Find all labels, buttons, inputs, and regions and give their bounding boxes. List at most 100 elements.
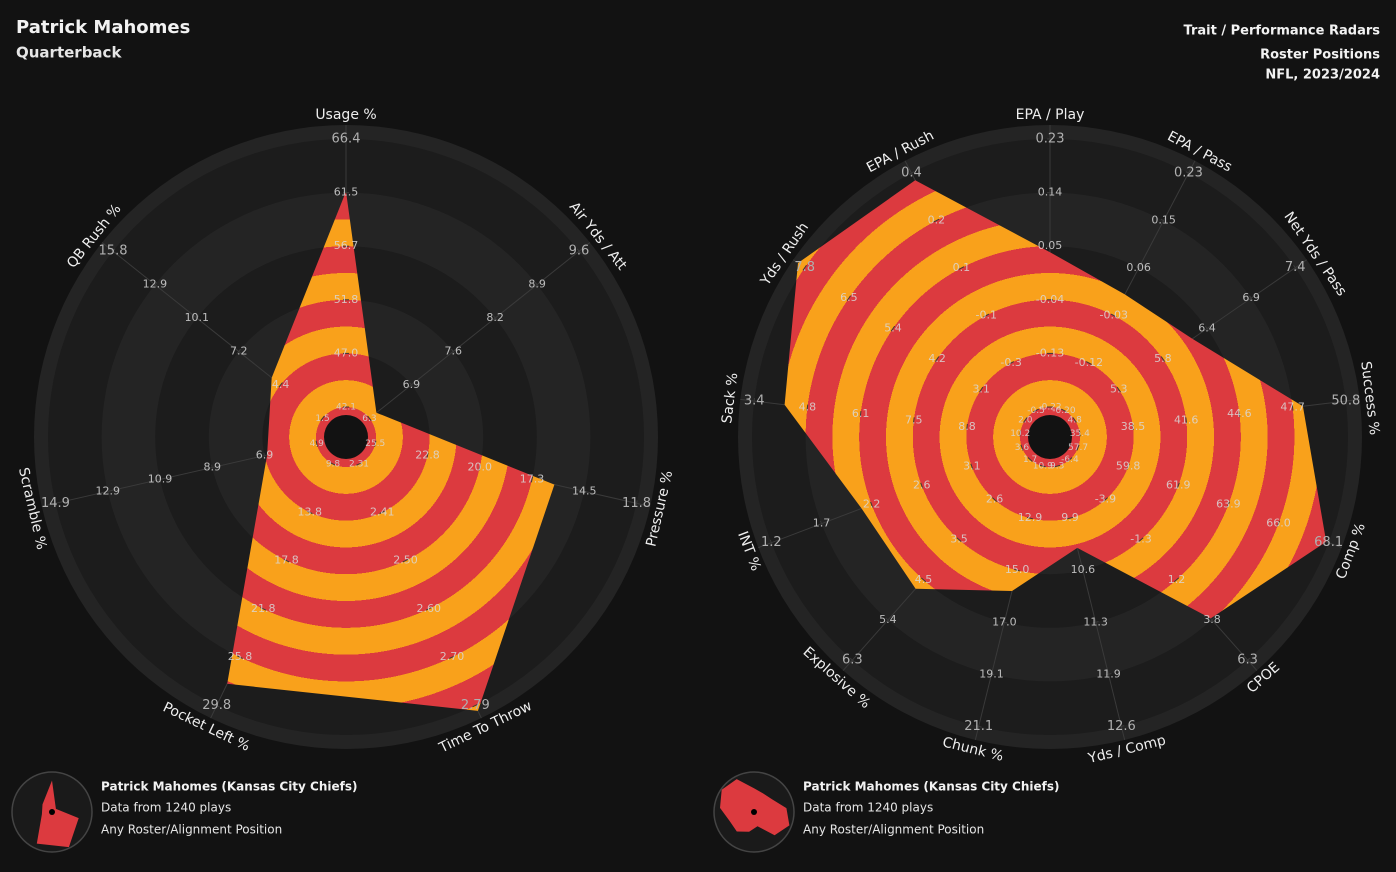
tick-mark — [1173, 577, 1180, 583]
tick-label: 2.79 — [461, 698, 490, 713]
tick-label: 21.8 — [251, 602, 276, 615]
tick-label: 3.4 — [744, 394, 765, 409]
tick-label: 20.0 — [468, 461, 493, 474]
tick-mark — [1110, 313, 1117, 318]
tick-mark — [306, 510, 313, 515]
tick-label: -1.3 — [1130, 533, 1151, 546]
tick-label: 47.0 — [334, 346, 359, 359]
tick-label: 4.9 — [310, 439, 325, 449]
tick-label: 2.0 — [1018, 415, 1033, 425]
tick-mark — [1054, 464, 1061, 468]
tick-label: 11.8 — [622, 496, 651, 511]
tick-label: 17.0 — [992, 615, 1017, 628]
tick-label: 5.8 — [1154, 352, 1172, 365]
tick-label: 10.6 — [1071, 563, 1096, 576]
tick-label: 6.4 — [1198, 322, 1216, 335]
tick-label: 4.2 — [928, 352, 946, 365]
tick-label: 1.7 — [813, 517, 831, 530]
header-line: Roster Positions — [1260, 48, 1380, 63]
tick-label: 12.9 — [1018, 511, 1043, 524]
tick-mark — [1027, 457, 1033, 462]
tick-mark — [1061, 408, 1067, 413]
tick-label: 5.3 — [1110, 383, 1128, 396]
legend-line: Data from 1240 plays — [803, 801, 933, 815]
tick-mark — [237, 655, 243, 659]
tick-label: -0.13 — [1036, 346, 1064, 359]
tick-label: 59.8 — [1116, 460, 1141, 473]
tick-label: 11.3 — [1083, 615, 1108, 628]
tick-mark — [819, 520, 824, 527]
tick-mark — [1160, 356, 1166, 362]
axis-label: EPA / Play — [1016, 107, 1085, 123]
tick-mark — [106, 488, 109, 495]
tick-label: -0.1 — [976, 309, 997, 322]
tick-label: 2.60 — [417, 602, 442, 615]
tick-mark — [1249, 295, 1254, 301]
tick-mark — [356, 462, 362, 466]
tick-mark — [1023, 417, 1028, 423]
tick-label: 6.1 — [852, 407, 870, 420]
tick-mark — [1014, 569, 1021, 572]
tick-label: 0.06 — [1126, 261, 1151, 274]
tick-mark — [920, 482, 924, 489]
tick-mark — [1245, 657, 1251, 663]
tick-label: 8.9 — [203, 461, 221, 474]
tick-label: 6.3 — [362, 414, 376, 424]
tick-mark — [1039, 464, 1046, 468]
tick-mark — [912, 417, 915, 424]
tick-label: 47.7 — [1280, 401, 1305, 414]
tick-label: 7.8 — [794, 260, 815, 275]
tick-mark — [1105, 673, 1112, 676]
tick-mark — [1026, 516, 1034, 520]
tick-mark — [975, 725, 982, 728]
tick-label: 10.2 — [1010, 429, 1030, 439]
tick-mark — [1020, 444, 1024, 451]
subtitle: Quarterback — [16, 44, 122, 62]
tick-label: 3.6 — [1015, 443, 1030, 453]
tick-label: 19.1 — [979, 667, 1004, 680]
mini-radar-polygon — [36, 780, 79, 848]
tick-label: 2.70 — [440, 650, 465, 663]
tick-label: 61.9 — [1166, 479, 1191, 492]
tick-mark — [1102, 497, 1109, 502]
tick-label: 22.8 — [415, 449, 440, 462]
tick-mark — [320, 415, 325, 421]
tick-label: 4.5 — [915, 573, 933, 586]
header-line: NFL, 2023/2024 — [1265, 68, 1380, 83]
tick-mark — [958, 266, 965, 270]
tick-label: 12.9 — [95, 484, 120, 497]
tick-mark — [1327, 539, 1331, 546]
tick-mark — [1078, 430, 1081, 437]
tick-mark — [534, 281, 540, 288]
tick-mark — [635, 500, 638, 507]
tick-label: 1.7 — [1023, 455, 1037, 465]
tick-mark — [1291, 404, 1294, 411]
tick-mark — [1185, 417, 1188, 424]
header-line: Trait / Performance Radars — [1184, 24, 1381, 39]
tick-label: 9.9 — [1061, 511, 1079, 524]
tick-mark — [54, 500, 57, 507]
tick-label: 17.3 — [520, 472, 545, 485]
tick-mark — [956, 537, 962, 543]
tick-label: 2.50 — [393, 554, 418, 567]
tick-label: 15.0 — [1005, 563, 1030, 576]
axis-label: Sack % — [719, 372, 741, 425]
tick-mark — [979, 386, 984, 393]
tick-label: 8.9 — [528, 278, 546, 291]
tick-mark — [583, 488, 586, 495]
tick-label: 57.7 — [1068, 443, 1088, 453]
tick-mark — [1019, 430, 1022, 437]
tick-label: 0.15 — [1151, 214, 1176, 227]
tick-label: 21.1 — [964, 719, 993, 734]
tick-label: 1.2 — [1168, 573, 1186, 586]
tick-mark — [402, 558, 409, 563]
mini-radar-center — [751, 809, 757, 815]
tick-mark — [409, 382, 414, 388]
tick-mark — [753, 398, 756, 405]
tick-label: 50.8 — [1331, 394, 1360, 409]
tick-mark — [278, 382, 283, 388]
tick-label: 44.6 — [1227, 407, 1252, 420]
tick-mark — [920, 577, 927, 583]
tick-label: 2.41 — [370, 505, 395, 518]
